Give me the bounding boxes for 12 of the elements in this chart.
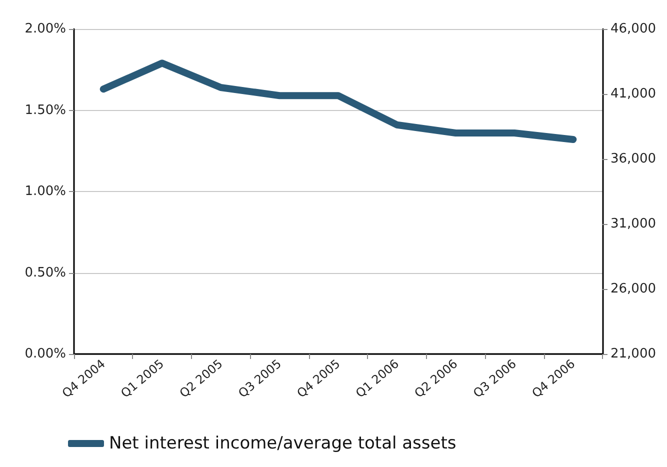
y-tick-label: 2.00%: [24, 22, 66, 36]
y2-tick-label: 26,000: [610, 282, 656, 296]
y2-tick-label: 41,000: [610, 86, 656, 102]
y-tick-label: 1.50%: [24, 102, 66, 118]
y2-tick-label: 36,000: [610, 152, 656, 166]
y2-tick-label: 46,000: [610, 22, 656, 36]
y-tick-label: 0.00%: [24, 346, 66, 362]
y2-tick-label: 21,000: [610, 346, 656, 362]
legend-label: Net interest income/average total assets: [109, 434, 456, 454]
y-tick-label: 0.50%: [24, 265, 66, 280]
y2-tick-label: 31,000: [610, 216, 656, 232]
y-tick-label: 1.00%: [24, 184, 66, 199]
